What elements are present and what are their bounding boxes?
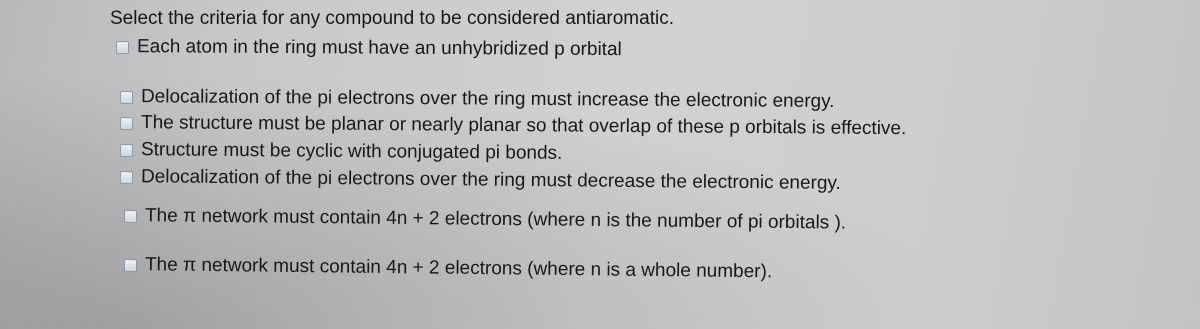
option[interactable]: Structure must be cyclic with conjugated… — [119, 139, 563, 165]
checkbox[interactable] — [123, 258, 138, 272]
checkbox[interactable] — [123, 209, 138, 223]
checkbox[interactable] — [119, 170, 134, 184]
checkbox[interactable] — [119, 143, 134, 157]
option-text: Each atom in the ring must have an unhyb… — [136, 36, 622, 61]
option-text: Structure must be cyclic with conjugated… — [140, 139, 563, 164]
question: Select the criteria for any compound to … — [110, 8, 674, 29]
checkbox[interactable] — [119, 90, 134, 104]
checkbox[interactable] — [119, 116, 134, 130]
checkbox[interactable] — [115, 40, 130, 54]
option[interactable]: Each atom in the ring must have an unhyb… — [115, 36, 622, 61]
